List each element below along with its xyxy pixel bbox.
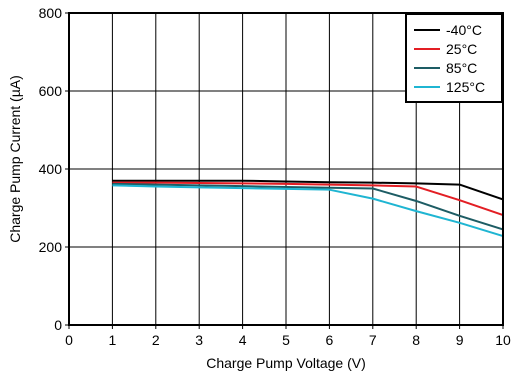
y-axis-tick-labels: 0 200 400 600 800 xyxy=(39,5,63,333)
y-axis-title: Charge Pump Current (µA) xyxy=(7,75,23,243)
x-tick-label: 7 xyxy=(369,332,377,348)
legend-label: 125°C xyxy=(446,79,485,95)
legend-items: -40°C 25°C 85°C 125°C xyxy=(414,22,485,95)
y-tick-label: 800 xyxy=(39,5,63,21)
y-tick-label: 600 xyxy=(39,83,63,99)
x-tick-label: 4 xyxy=(239,332,247,348)
x-tick-label: 8 xyxy=(412,332,420,348)
legend-label: -40°C xyxy=(446,22,482,38)
legend-label: 85°C xyxy=(446,60,477,76)
x-tick-label: 5 xyxy=(282,332,290,348)
x-axis-tick-labels: 0 1 2 3 4 5 6 7 8 9 10 xyxy=(65,332,511,348)
y-tick-label: 200 xyxy=(39,239,63,255)
series-line-2 xyxy=(112,182,504,231)
y-tick-label: 400 xyxy=(39,161,63,177)
x-tick-label: 10 xyxy=(495,332,511,348)
series-lines xyxy=(112,179,504,238)
axis-ticks xyxy=(65,12,504,329)
x-tick-label: 1 xyxy=(109,332,117,348)
series-line-0 xyxy=(112,179,504,201)
x-tick-label: 9 xyxy=(456,332,464,348)
series-line-3 xyxy=(112,184,504,238)
x-tick-label: 0 xyxy=(65,332,73,348)
grid-lines xyxy=(69,13,503,325)
legend-label: 25°C xyxy=(446,41,477,57)
x-tick-label: 3 xyxy=(195,332,203,348)
y-tick-label: 0 xyxy=(54,317,62,333)
legend: -40°C 25°C 85°C 125°C xyxy=(405,13,503,103)
x-tick-label: 2 xyxy=(152,332,160,348)
x-axis-title: Charge Pump Voltage (V) xyxy=(206,355,366,371)
series-line-1 xyxy=(112,181,504,216)
x-tick-label: 6 xyxy=(326,332,334,348)
